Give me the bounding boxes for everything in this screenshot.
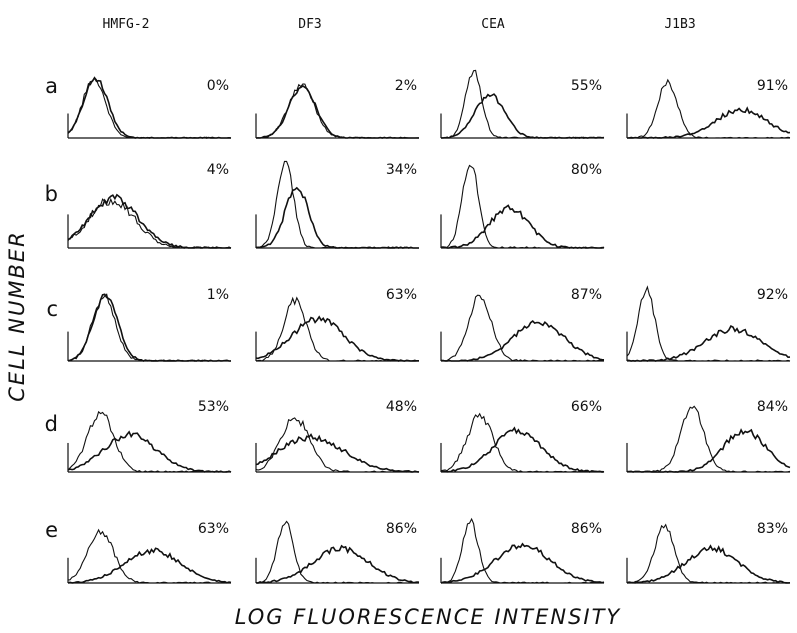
- antibody-histogram-curve: [255, 186, 419, 249]
- control-histogram-curve: [255, 417, 420, 473]
- antibody-histogram-curve: [626, 428, 791, 473]
- histogram-panel-b-df3: 34%: [255, 160, 419, 249]
- control-histogram-curve: [626, 285, 791, 362]
- antibody-histogram-curve: [440, 320, 605, 362]
- y-axis-title: CELL NUMBER: [5, 230, 29, 401]
- antibody-histogram-curve: [256, 85, 420, 139]
- control-histogram-curve: [256, 520, 420, 584]
- antibody-histogram-curve: [67, 76, 232, 139]
- antibody-histogram-curve: [441, 93, 605, 139]
- histogram-panel-c-hmfg-2: 1%: [67, 287, 232, 362]
- positive-percent-label: 92%: [757, 287, 788, 303]
- positive-percent-label: 63%: [386, 287, 417, 303]
- positive-percent-label: 83%: [757, 521, 788, 537]
- histogram-panel-e-cea: 86%: [440, 517, 605, 584]
- positive-percent-label: 91%: [757, 78, 788, 94]
- positive-percent-label: 1%: [207, 287, 229, 303]
- histogram-panel-b-cea: 80%: [440, 162, 605, 249]
- positive-percent-label: 63%: [198, 521, 229, 537]
- positive-percent-label: 48%: [386, 399, 417, 415]
- positive-percent-label: 80%: [571, 162, 602, 178]
- antibody-histogram-curve: [67, 193, 231, 249]
- positive-percent-label: 53%: [198, 399, 229, 415]
- antibody-histogram-curve: [255, 315, 419, 362]
- column-labels: HMFG-2 DF3 CEA J1B3: [103, 17, 696, 32]
- histogram-panel-d-hmfg-2: 53%: [67, 399, 232, 473]
- antibody-histogram-curve: [626, 325, 791, 362]
- row-label-a: a: [45, 74, 58, 98]
- positive-percent-label: 34%: [386, 162, 417, 178]
- antibody-histogram-curve: [255, 433, 420, 473]
- histogram-panel-c-cea: 87%: [440, 287, 605, 362]
- positive-percent-label: 2%: [395, 78, 417, 94]
- row-label-e: e: [45, 518, 58, 542]
- antibody-histogram-curve: [255, 544, 420, 584]
- histogram-panel-b-hmfg-2: 4%: [67, 162, 232, 249]
- column-label-j1b3: J1B3: [664, 17, 695, 32]
- histogram-panel-d-j1b3: 84%: [626, 399, 791, 473]
- control-histogram-curve: [67, 410, 231, 473]
- positive-percent-label: 86%: [571, 521, 602, 537]
- histogram-panel-a-df3: 2%: [255, 78, 420, 139]
- histogram-panel-e-hmfg-2: 63%: [67, 521, 232, 584]
- positive-percent-label: 86%: [386, 521, 417, 537]
- antibody-histogram-curve: [67, 293, 231, 362]
- positive-percent-label: 4%: [207, 162, 229, 178]
- x-axis-title: LOG FLUORESCENCE INTENSITY: [235, 605, 622, 629]
- histogram-panel-d-cea: 66%: [440, 399, 605, 473]
- histogram-panel-a-hmfg-2: 0%: [67, 76, 232, 139]
- positive-percent-label: 55%: [571, 78, 602, 94]
- histogram-panel-e-df3: 86%: [255, 520, 420, 584]
- antibody-histogram-curve: [440, 542, 605, 584]
- control-histogram-curve: [440, 412, 605, 473]
- antibody-histogram-curve: [626, 544, 791, 584]
- column-label-df3: DF3: [298, 17, 321, 32]
- row-label-d: d: [45, 412, 58, 436]
- positive-percent-label: 66%: [571, 399, 602, 415]
- histogram-panel-a-cea: 55%: [440, 69, 605, 139]
- histogram-panel-c-j1b3: 92%: [626, 285, 791, 362]
- histogram-panel-a-j1b3: 91%: [626, 78, 791, 139]
- positive-percent-label: 0%: [207, 78, 229, 94]
- control-histogram-curve: [440, 517, 605, 584]
- control-histogram-curve: [255, 296, 419, 362]
- antibody-histogram-curve: [67, 547, 232, 584]
- control-histogram-curve: [440, 294, 604, 362]
- row-label-c: c: [46, 297, 58, 321]
- control-histogram-curve: [67, 197, 232, 249]
- control-histogram-curve: [627, 78, 791, 139]
- control-histogram-curve: [627, 405, 791, 473]
- antibody-histogram-curve: [67, 430, 232, 473]
- antibody-histogram-curve: [440, 204, 605, 249]
- histogram-panels: 0% 2% 55% 91% 4% 34% 80% 1% 63% 87% 92% 53% 48% 66% 84…: [67, 69, 791, 584]
- row-label-b: b: [45, 182, 58, 206]
- positive-percent-label: 84%: [757, 399, 788, 415]
- row-labels: a b c d e: [45, 74, 58, 542]
- histogram-panel-e-j1b3: 83%: [626, 521, 791, 584]
- antibody-histogram-curve: [626, 106, 791, 139]
- histogram-panel-d-df3: 48%: [255, 399, 420, 473]
- control-histogram-curve: [67, 293, 232, 362]
- control-histogram-curve: [626, 523, 790, 584]
- antibody-histogram-curve: [440, 426, 605, 473]
- positive-percent-label: 87%: [571, 287, 602, 303]
- histogram-panel-c-df3: 63%: [255, 287, 419, 362]
- column-label-cea: CEA: [481, 17, 505, 32]
- column-label-hmfg-2: HMFG-2: [103, 17, 150, 32]
- control-histogram-curve: [67, 528, 231, 584]
